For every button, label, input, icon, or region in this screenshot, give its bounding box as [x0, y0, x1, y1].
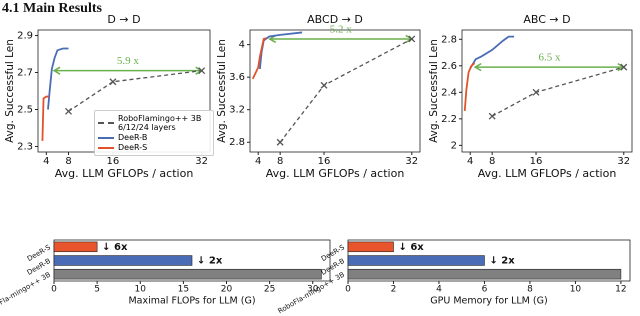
- plot-frame: [461, 29, 633, 153]
- y-axis-label: Avg. Successful Len: [216, 39, 228, 143]
- series-line: [463, 62, 476, 111]
- legend-entry: RoboFlamingo++ 3B 6/12/24 layers: [98, 114, 210, 132]
- series-line: [68, 70, 202, 112]
- y-tick-label: 2.4: [441, 87, 457, 98]
- legend-swatch: [98, 146, 114, 149]
- legend-label: RoboFlamingo++ 3B 6/12/24 layers: [118, 114, 202, 132]
- x-tick-label: 10: [570, 285, 582, 295]
- x-tick-label: 8: [527, 285, 533, 295]
- category-label: RoboFla-mingo++ 3B: [0, 271, 52, 316]
- y-tick-label: 2.8: [441, 34, 457, 45]
- point-marker: [488, 112, 496, 120]
- y-tick-label: 3.6: [229, 72, 245, 83]
- y-tick-label: 2.2: [441, 114, 457, 125]
- x-tick-label: 4: [255, 156, 261, 167]
- legend-label: DeeR-B: [118, 133, 148, 142]
- x-tick-label: 4: [467, 156, 473, 167]
- chart-title: D → D: [107, 13, 140, 26]
- chart-title: ABC → D: [523, 13, 570, 26]
- x-tick-label: 2: [391, 285, 397, 295]
- x-tick-label: 16: [530, 156, 543, 167]
- x-tick-label: 8: [277, 156, 283, 167]
- x-tick-label: 4: [436, 285, 442, 295]
- legend-swatch: [98, 136, 114, 139]
- point-marker: [620, 63, 628, 71]
- y-tick-label: 2: [451, 140, 457, 151]
- y-tick-label: 2.7: [17, 68, 33, 79]
- x-tick-label: 6: [482, 285, 488, 295]
- x-tick-label: 0: [345, 285, 351, 295]
- series-line: [469, 35, 515, 69]
- reduction-label: ↓ 2x: [197, 256, 223, 267]
- y-tick-label: 4: [239, 40, 245, 51]
- point-marker: [408, 35, 416, 43]
- legend-entry: DeeR-S: [98, 143, 210, 152]
- legend-swatch: [98, 122, 114, 124]
- y-axis-label: Avg. Successful Len: [4, 39, 16, 143]
- x-axis-label: GPU Memory for LLM (G): [430, 296, 547, 307]
- x-tick-label: 5: [94, 285, 100, 295]
- series-line: [47, 47, 69, 110]
- series-line: [491, 66, 624, 117]
- series-line: [41, 95, 50, 141]
- x-tick-label: 8: [489, 156, 495, 167]
- x-tick-label: 32: [195, 156, 208, 167]
- speedup-label: 5.9 x: [117, 55, 140, 67]
- bar: [347, 268, 622, 280]
- x-axis-label: Avg. LLM GFLOPs / action: [266, 167, 405, 180]
- x-tick-label: 32: [617, 156, 630, 167]
- y-tick-label: 3.2: [229, 105, 245, 116]
- legend: RoboFlamingo++ 3B 6/12/24 layers DeeR-B De…: [94, 110, 214, 156]
- x-tick-label: 16: [107, 156, 120, 167]
- y-tick-label: 2.5: [17, 104, 33, 115]
- x-axis-label: Avg. LLM GFLOPs / action: [478, 167, 617, 180]
- x-tick-label: 0: [51, 285, 57, 295]
- reduction-label: ↓ 6x: [398, 242, 424, 253]
- x-tick-label: 4: [43, 156, 49, 167]
- x-axis-label: Maximal FLOPs for LLM (G): [128, 296, 255, 307]
- y-tick-label: 2.9: [17, 31, 33, 42]
- point-marker: [65, 107, 72, 115]
- y-tick-label: 2.3: [17, 141, 33, 152]
- series-line: [279, 38, 413, 143]
- bar: [53, 241, 98, 253]
- point-marker: [198, 67, 206, 75]
- point-marker: [532, 88, 540, 96]
- reduction-label: ↓ 6x: [102, 242, 128, 253]
- x-tick-label: 32: [405, 156, 418, 167]
- x-tick-label: 12: [615, 285, 626, 295]
- legend-entry: DeeR-B: [98, 133, 210, 142]
- arrow-head: [52, 66, 61, 75]
- plot-frame: [249, 29, 421, 153]
- bar: [53, 255, 193, 266]
- point-marker: [320, 81, 328, 89]
- bar: [53, 268, 322, 280]
- y-axis-label: Avg. Successful Len: [428, 39, 440, 143]
- x-axis-label: Avg. LLM GFLOPs / action: [55, 167, 194, 180]
- series-line: [251, 37, 267, 80]
- x-tick-label: 25: [264, 285, 275, 295]
- arrow-head: [473, 62, 482, 72]
- x-tick-label: 30: [307, 285, 319, 295]
- speedup-label: 5.2 x: [330, 23, 353, 35]
- y-tick-label: 2.6: [441, 61, 457, 72]
- x-tick-label: 15: [178, 285, 189, 295]
- speedup-label: 6.5 x: [538, 52, 561, 64]
- reduction-label: ↓ 2x: [489, 256, 515, 267]
- x-tick-label: 20: [221, 285, 233, 295]
- bar: [347, 255, 485, 266]
- x-tick-label: 8: [65, 156, 71, 167]
- section-heading: 4.1 Main Results: [2, 1, 103, 16]
- point-marker: [276, 138, 284, 146]
- x-tick-label: 10: [135, 285, 147, 295]
- legend-label: DeeR-S: [118, 143, 148, 152]
- point-marker: [109, 78, 117, 86]
- bar: [347, 241, 394, 253]
- y-tick-label: 2.8: [229, 137, 245, 148]
- x-tick-label: 16: [318, 156, 331, 167]
- chart-title: ABCD → D: [307, 13, 363, 26]
